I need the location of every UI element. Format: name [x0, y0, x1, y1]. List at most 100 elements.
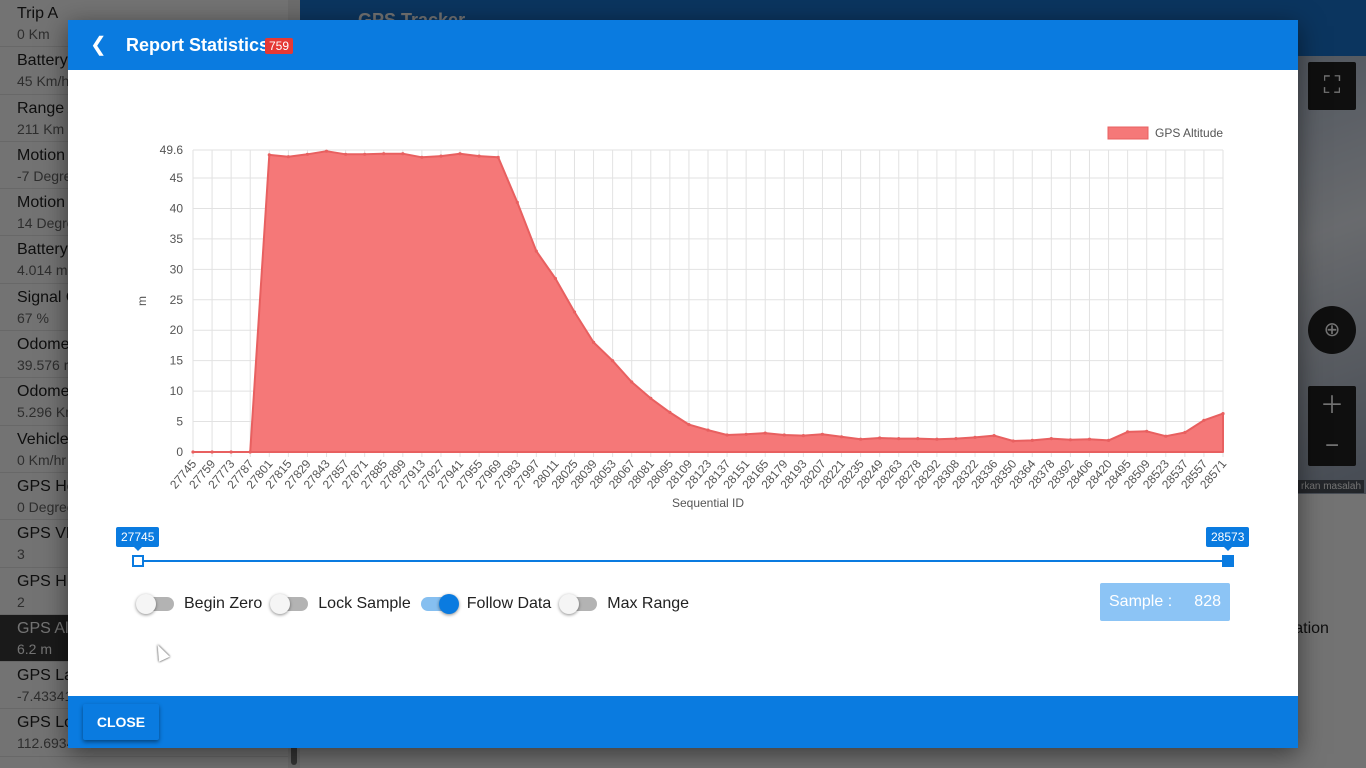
- data-point: [839, 435, 844, 439]
- toggle-knob[interactable]: [270, 594, 291, 614]
- data-point: [916, 437, 920, 441]
- toggle-max-range[interactable]: Max Range: [559, 592, 689, 616]
- data-point: [630, 380, 634, 384]
- data-point: [1030, 438, 1034, 442]
- data-point: [572, 310, 577, 314]
- data-point: [1145, 429, 1149, 433]
- data-point: [1107, 438, 1111, 442]
- report-statistics-dialog: ❮ Report Statistics 759 0 5 10 15 20 25 30 35 40…: [68, 20, 1298, 748]
- legend-label: GPS Altitude: [1155, 126, 1223, 140]
- range-min-handle[interactable]: [132, 555, 144, 567]
- toggle-lock-sample[interactable]: Lock Sample: [270, 592, 411, 616]
- option-toggles: Begin Zero Lock Sample Follow Data Max Rang…: [136, 592, 697, 616]
- data-point: [420, 155, 424, 159]
- toggle-label: Begin Zero: [184, 595, 263, 612]
- toggle-begin-zero[interactable]: Begin Zero: [136, 592, 262, 616]
- toggle-knob[interactable]: [559, 594, 580, 614]
- data-point: [363, 152, 367, 156]
- sample-count: Sample : 828: [1100, 583, 1230, 621]
- toggle-label: Lock Sample: [318, 595, 411, 612]
- y-tick-label: 49.6: [160, 143, 184, 157]
- data-point: [458, 152, 462, 156]
- dialog-title: Report Statistics: [126, 35, 270, 55]
- data-point: [515, 200, 519, 204]
- data-point: [820, 432, 825, 436]
- toggle-switch[interactable]: [270, 592, 310, 616]
- data-point: [248, 450, 252, 454]
- data-point: [649, 396, 653, 400]
- data-point: [210, 450, 214, 454]
- y-tick-label: 5: [176, 415, 183, 429]
- data-point: [191, 450, 195, 454]
- toggle-label: Max Range: [607, 595, 690, 612]
- data-point: [687, 423, 691, 427]
- data-point: [1183, 430, 1187, 435]
- data-point: [973, 435, 977, 439]
- data-point: [801, 434, 806, 438]
- data-point: [286, 155, 290, 159]
- data-point: [763, 431, 767, 435]
- data-point: [1087, 437, 1092, 441]
- data-point: [782, 433, 786, 437]
- toggle-knob[interactable]: [136, 594, 156, 614]
- data-point: [477, 154, 481, 158]
- range-max-handle[interactable]: [1222, 555, 1234, 567]
- toggle-switch[interactable]: [136, 592, 176, 616]
- data-point: [668, 410, 672, 414]
- count-badge: 759: [265, 38, 294, 54]
- sample-label: Sample :: [1109, 593, 1173, 610]
- dialog-footer: CLOSE: [68, 696, 1298, 748]
- data-point: [1049, 437, 1053, 441]
- y-tick-label: 35: [170, 232, 184, 246]
- data-point: [496, 155, 500, 159]
- data-point: [1126, 430, 1130, 434]
- range-slider-track[interactable]: [138, 560, 1228, 562]
- toggle-follow-data[interactable]: Follow Data: [419, 592, 551, 616]
- data-point: [534, 249, 538, 253]
- data-point: [1068, 438, 1072, 442]
- data-point: [324, 149, 329, 153]
- data-point: [1011, 439, 1015, 443]
- dialog-header: ❮ Report Statistics 759: [68, 20, 1298, 70]
- data-point: [1202, 418, 1206, 422]
- y-tick-label: 0: [176, 445, 183, 459]
- sample-value: 828: [1194, 593, 1221, 610]
- y-tick-label: 20: [170, 323, 184, 337]
- y-tick-label: 40: [170, 201, 184, 215]
- toggle-switch[interactable]: [419, 592, 459, 616]
- data-point: [954, 437, 958, 441]
- data-point: [1221, 412, 1225, 416]
- toggle-label: Follow Data: [466, 595, 552, 612]
- y-tick-label: 15: [170, 354, 184, 368]
- data-point: [592, 340, 596, 344]
- data-point: [401, 152, 405, 156]
- toggle-switch[interactable]: [559, 592, 599, 616]
- data-point: [344, 152, 348, 156]
- data-point: [229, 450, 233, 454]
- altitude-chart: 05101520253035404549.6277452775927773277…: [135, 126, 1230, 510]
- data-point: [706, 428, 710, 432]
- y-tick-label: 10: [170, 384, 184, 398]
- range-min-tooltip: 27745: [116, 527, 160, 551]
- data-point: [439, 154, 443, 158]
- data-point: [382, 152, 386, 156]
- data-point: [267, 153, 271, 157]
- data-point: [859, 437, 863, 441]
- y-tick-label: 30: [170, 262, 184, 276]
- legend-swatch: [1107, 126, 1149, 140]
- data-point: [305, 152, 309, 156]
- close-button[interactable]: CLOSE: [83, 704, 159, 740]
- data-point: [1164, 434, 1168, 438]
- data-point: [611, 359, 615, 363]
- data-point: [553, 276, 557, 281]
- data-point: [744, 432, 748, 436]
- y-tick-label: 45: [170, 171, 184, 185]
- x-axis-title: Sequential ID: [672, 496, 744, 510]
- data-point: [878, 436, 882, 440]
- data-point: [897, 437, 901, 441]
- data-point: [992, 434, 996, 438]
- toggle-knob[interactable]: [438, 594, 459, 614]
- range-max-tooltip: 28573: [1206, 527, 1250, 551]
- back-chevron-icon[interactable]: ❮: [90, 34, 107, 56]
- y-axis-title: m: [135, 296, 149, 306]
